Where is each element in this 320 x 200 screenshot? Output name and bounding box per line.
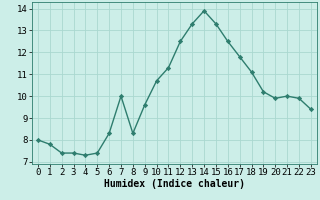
X-axis label: Humidex (Indice chaleur): Humidex (Indice chaleur) [104,179,245,189]
